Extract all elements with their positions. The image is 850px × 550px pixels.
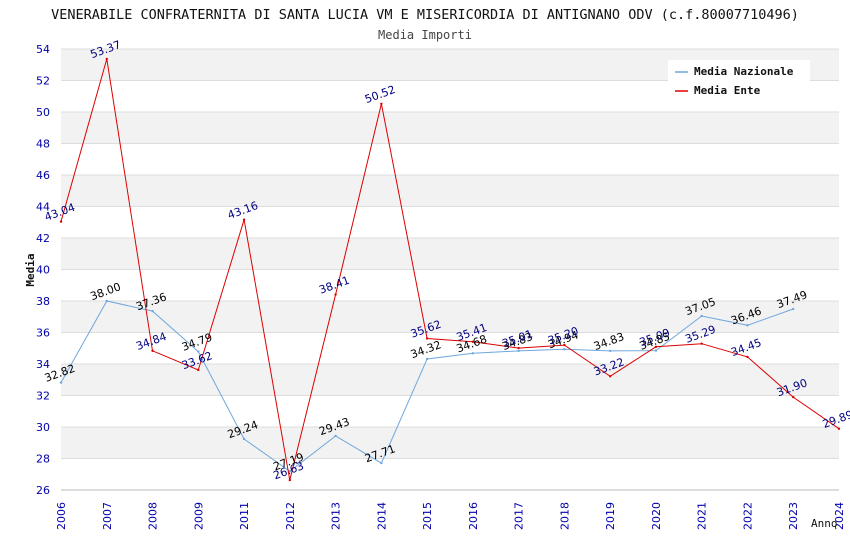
data-label-media-ente-2022: 34.45 — [729, 336, 763, 359]
data-label-media-ente-2008: 34.84 — [134, 330, 168, 353]
data-point-media-nazionale-2006 — [59, 381, 63, 384]
data-point-media-ente-2011 — [242, 218, 246, 221]
x-tick-label-2014: 2014 — [375, 502, 388, 530]
x-tick-label-2016: 2016 — [467, 502, 480, 530]
data-point-media-ente-2013 — [334, 293, 337, 296]
x-tick-label-2020: 2020 — [650, 502, 663, 530]
data-point-media-nazionale-2007 — [105, 299, 108, 303]
x-tick-label-2013: 2013 — [330, 502, 343, 530]
x-tick-label-2024: 2024 — [833, 502, 846, 530]
legend: Media Nazionale Media Ente — [668, 60, 810, 102]
y-tick-labels: 26 28 30 32 34 36 38 40 42 44 46 48 50 52 54 — [36, 43, 50, 497]
data-point-media-nazionale-2020 — [654, 349, 658, 352]
x-tick-labels: 2006 2007 2008 2009 2011 2012 2013 2014 2015 2016… — [55, 502, 846, 530]
data-point-media-ente-2021 — [700, 342, 703, 345]
y-tick-label-38: 38 — [36, 295, 50, 308]
data-point-media-ente-2007 — [105, 57, 108, 61]
grid-band — [61, 427, 839, 459]
data-point-media-ente-2015 — [425, 337, 429, 340]
legend-label-media-nazionale: Media Nazionale — [694, 65, 794, 78]
data-point-media-nazionale-2015 — [425, 357, 429, 361]
y-tick-label-36: 36 — [36, 327, 50, 340]
data-point-media-ente-2008 — [151, 349, 154, 352]
data-point-media-ente-2019 — [608, 375, 612, 378]
x-tick-label-2009: 2009 — [192, 502, 205, 530]
data-point-media-ente-2018 — [563, 343, 566, 347]
data-label-media-ente-2014: 50.52 — [363, 83, 397, 106]
y-tick-label-32: 32 — [36, 390, 50, 403]
data-label-media-nazionale-2007: 38.00 — [89, 280, 123, 303]
data-point-media-ente-2017 — [517, 346, 520, 350]
y-axis-label: Media — [24, 253, 37, 286]
data-point-media-nazionale-2008 — [151, 309, 154, 313]
x-tick-label-2023: 2023 — [787, 502, 800, 530]
y-tick-label-28: 28 — [36, 453, 50, 466]
y-tick-label-30: 30 — [36, 421, 50, 434]
data-point-media-ente-2020 — [654, 345, 658, 349]
y-tick-label-50: 50 — [36, 106, 50, 119]
chart-subtitle: Media Importi — [378, 28, 472, 42]
grid-band — [61, 364, 839, 396]
data-point-media-nazionale-2014 — [380, 461, 383, 465]
y-tick-label-52: 52 — [36, 75, 50, 88]
data-point-media-nazionale-2011 — [242, 437, 246, 441]
y-tick-label-54: 54 — [36, 43, 50, 56]
data-point-media-ente-2006 — [59, 220, 63, 223]
legend-background — [668, 60, 810, 102]
data-label-media-nazionale-2019: 34.83 — [592, 330, 626, 353]
x-tick-label-2019: 2019 — [604, 502, 617, 530]
x-tick-label-2012: 2012 — [284, 502, 297, 530]
y-tick-label-44: 44 — [36, 201, 50, 214]
data-point-media-ente-2022 — [746, 355, 749, 359]
x-tick-label-2007: 2007 — [101, 502, 114, 530]
x-axis-label: Anno — [811, 517, 838, 530]
data-point-media-nazionale-2013 — [334, 434, 337, 438]
y-tick-label-48: 48 — [36, 138, 50, 151]
data-point-media-ente-2023 — [792, 395, 795, 399]
x-tick-label-2017: 2017 — [513, 502, 526, 530]
x-tick-label-2015: 2015 — [421, 502, 434, 530]
y-tick-label-34: 34 — [36, 358, 50, 371]
data-point-media-nazionale-2023 — [792, 307, 795, 311]
data-point-media-nazionale-2016 — [471, 352, 475, 355]
x-tick-label-2008: 2008 — [147, 502, 160, 530]
grid-band — [61, 175, 839, 207]
x-tick-label-2018: 2018 — [558, 502, 571, 530]
data-point-media-ente-2024 — [837, 427, 841, 430]
grid-band — [61, 238, 839, 270]
data-point-media-ente-2012 — [288, 478, 292, 482]
y-tick-label-40: 40 — [36, 264, 50, 277]
data-point-media-nazionale-2019 — [608, 349, 612, 353]
grid-band — [61, 112, 839, 144]
data-point-media-nazionale-2009 — [197, 350, 200, 353]
y-tick-label-26: 26 — [36, 484, 50, 497]
series-layer — [59, 57, 841, 482]
grid-band — [61, 301, 839, 333]
data-point-media-ente-2014 — [380, 102, 383, 106]
data-point-media-ente-2009 — [197, 368, 200, 372]
y-tick-label-42: 42 — [36, 232, 50, 245]
data-point-media-nazionale-2018 — [563, 347, 566, 351]
data-point-media-nazionale-2017 — [517, 349, 520, 353]
x-tick-label-2022: 2022 — [741, 502, 754, 530]
x-tick-label-2021: 2021 — [696, 502, 709, 530]
data-point-media-nazionale-2022 — [746, 324, 749, 327]
chart-title: VENERABILE CONFRATERNITA DI SANTA LUCIA … — [51, 7, 799, 23]
grid-bands — [61, 48, 839, 491]
y-tick-label-46: 46 — [36, 169, 50, 182]
legend-label-media-ente: Media Ente — [694, 84, 761, 97]
data-point-media-ente-2016 — [471, 340, 475, 343]
data-label-media-ente-2013: 38.41 — [317, 274, 351, 297]
data-point-media-nazionale-2012 — [288, 470, 292, 473]
x-tick-label-2011: 2011 — [238, 502, 251, 530]
data-point-media-nazionale-2021 — [700, 314, 703, 318]
series-line-media-ente — [60, 58, 840, 481]
x-tick-label-2006: 2006 — [55, 502, 68, 530]
